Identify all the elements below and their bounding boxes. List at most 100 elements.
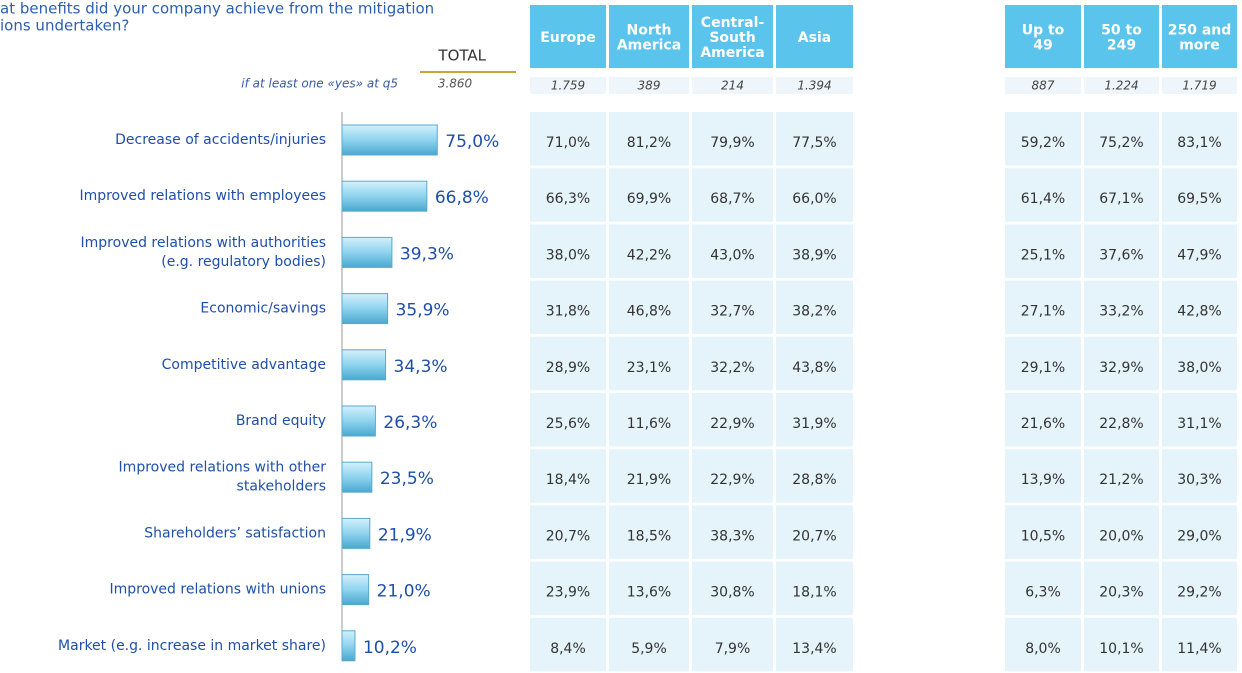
chart-title: ions undertaken? [0, 17, 129, 35]
table-cell [1162, 617, 1237, 672]
table-cell [609, 393, 689, 447]
table-cell [1084, 224, 1159, 278]
bar [341, 349, 387, 381]
text-line: (e.g. regulatory bodies) [161, 254, 326, 270]
table-cell [1005, 449, 1081, 503]
table-cell [530, 617, 606, 672]
table-value: 28,8% [792, 472, 836, 488]
table-cell [530, 505, 606, 559]
table-value: 81,2% [627, 135, 671, 151]
table-value: 21,6% [1021, 416, 1065, 432]
table-cell [776, 224, 853, 278]
table-cell [1162, 112, 1237, 166]
table-cell [692, 617, 773, 672]
text-line: America [617, 38, 681, 54]
total-label: TOTAL [437, 47, 486, 65]
table-cell [1162, 168, 1237, 222]
table-cell [609, 617, 689, 672]
bar-value-label: 23,5% [380, 469, 434, 489]
table-value: 38,2% [792, 304, 836, 320]
table-value: 75,2% [1099, 135, 1143, 151]
text-line: Central- [701, 15, 765, 31]
table-value: 33,2% [1099, 304, 1143, 320]
table-value: 66,3% [546, 191, 590, 207]
base-cell [530, 77, 606, 94]
table-cell [1162, 449, 1237, 503]
table-cell [1162, 280, 1237, 335]
table-cell [1005, 336, 1081, 391]
table-value: 29,1% [1021, 360, 1065, 376]
table-cell [692, 449, 773, 503]
text-line: South [709, 30, 755, 46]
base-value: 389 [638, 79, 661, 93]
table-cell [776, 336, 853, 391]
header-label: Asia [798, 30, 831, 46]
category-label: Improved relations with authorities (e.g.… [81, 235, 326, 270]
table-value: 83,1% [1177, 135, 1221, 151]
table-cell [1005, 617, 1081, 672]
bar-value-label: 66,8% [435, 188, 489, 208]
table-value: 6,3% [1025, 585, 1061, 601]
table-value: 18,4% [546, 472, 590, 488]
table-value: 28,9% [546, 360, 590, 376]
table-value: 31,1% [1177, 416, 1221, 432]
category-label: Improved relations with other stakeholder… [119, 460, 327, 495]
base-value: 1.394 [797, 79, 831, 93]
bar [341, 517, 371, 549]
text-line: North [627, 23, 672, 39]
table-cell [609, 280, 689, 335]
table-cell [1005, 224, 1081, 278]
table-cell [692, 393, 773, 447]
bar [341, 630, 356, 662]
table-value: 20,7% [792, 528, 836, 544]
table-cell [1162, 505, 1237, 559]
base-cell [1084, 77, 1159, 94]
table-cell [776, 112, 853, 166]
table-cell [776, 449, 853, 503]
text-line: more [1179, 38, 1220, 54]
table-cell [530, 112, 606, 166]
table-value: 38,9% [792, 247, 836, 263]
table-value: 23,1% [627, 360, 671, 376]
bar [341, 405, 376, 437]
table-value: 32,7% [710, 304, 754, 320]
table-value: 21,9% [627, 472, 671, 488]
table-cell [1084, 505, 1159, 559]
table-value: 30,3% [1177, 472, 1221, 488]
table-value: 67,1% [1099, 191, 1143, 207]
category-label: Shareholders’ satisfaction [144, 525, 326, 541]
table-cell [776, 280, 853, 335]
category-label: Improved relations with unions [109, 582, 326, 598]
header-label: 250 and more [1168, 23, 1232, 54]
table-cell [1084, 336, 1159, 391]
table-value: 31,9% [792, 416, 836, 432]
header-label: 50 to 249 [1101, 23, 1142, 54]
table-value: 77,5% [792, 135, 836, 151]
table-cell [609, 449, 689, 503]
table-cell [1084, 449, 1159, 503]
text-line: Improved relations with authorities [81, 235, 326, 251]
table-cell [1005, 561, 1081, 616]
table-cell [609, 336, 689, 391]
table-cell [776, 617, 853, 672]
table-cell [609, 505, 689, 559]
table-cell [692, 561, 773, 616]
bar [341, 236, 393, 268]
text-line: 50 to [1101, 23, 1142, 39]
table-value: 79,9% [710, 135, 754, 151]
bar-value-label: 21,9% [378, 525, 432, 545]
table-cell [692, 336, 773, 391]
table-value: 21,2% [1099, 472, 1143, 488]
text-line: 49 [1033, 38, 1052, 54]
table-value: 42,8% [1177, 304, 1221, 320]
text-line: Up to [1022, 23, 1065, 39]
table-cell [609, 168, 689, 222]
table-value: 22,9% [710, 416, 754, 432]
base-cell [692, 77, 773, 94]
table-cell [692, 505, 773, 559]
table-value: 5,9% [631, 641, 667, 657]
text-line: America [700, 45, 764, 61]
table-value: 18,1% [792, 585, 836, 601]
table-value: 47,9% [1177, 247, 1221, 263]
